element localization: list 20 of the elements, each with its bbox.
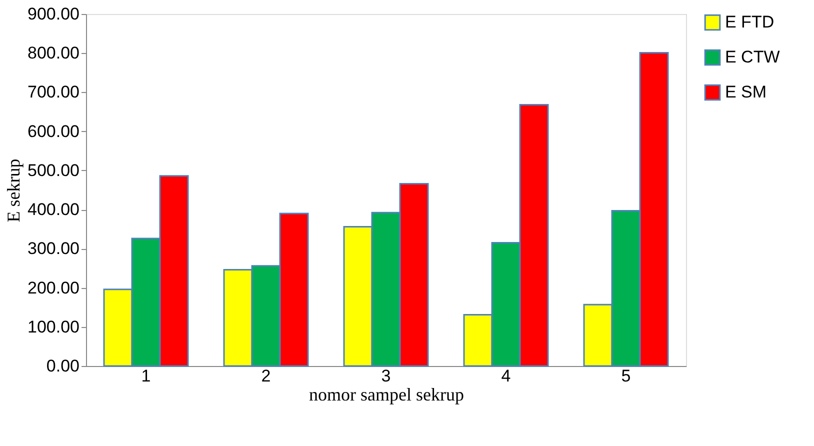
legend-label: E FTD xyxy=(725,12,774,32)
y-tick-label: 600.00 xyxy=(28,122,80,141)
x-axis-title: nomor sampel sekrup xyxy=(309,384,464,404)
y-tick-label: 800.00 xyxy=(28,44,80,63)
y-tick-label: 700.00 xyxy=(28,82,80,102)
y-tick-label: 900.00 xyxy=(28,4,80,24)
y-tick-label: 0.00 xyxy=(46,356,80,376)
y-tick-label: 400.00 xyxy=(28,200,80,220)
y-tick-label: 100.00 xyxy=(28,317,80,336)
x-tick-label: 3 xyxy=(381,366,391,386)
x-tick-label: 4 xyxy=(501,366,511,386)
x-tick-label: 5 xyxy=(621,366,631,386)
x-tick-label: 1 xyxy=(141,366,151,386)
y-tick-label: 300.00 xyxy=(28,239,80,258)
y-tick-label: 500.00 xyxy=(28,160,80,180)
y-tick-label: 200.00 xyxy=(28,278,80,298)
legend-label: E SM xyxy=(725,82,767,102)
x-tick-label: 2 xyxy=(261,366,271,386)
y-axis-title: E sekrup xyxy=(4,158,24,222)
legend-label: E CTW xyxy=(725,48,780,66)
